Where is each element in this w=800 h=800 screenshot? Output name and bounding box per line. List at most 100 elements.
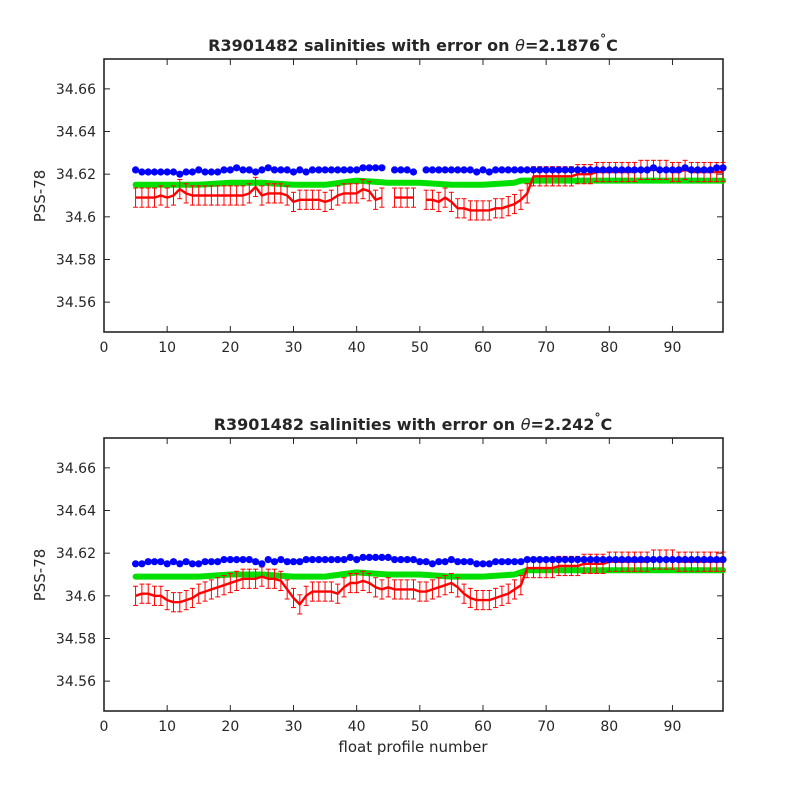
- data-point-blue: [258, 166, 266, 174]
- data-point-blue: [188, 168, 196, 176]
- data-point-blue: [302, 168, 310, 176]
- data-point-blue: [593, 556, 601, 564]
- data-point-blue: [308, 556, 316, 564]
- data-point-blue: [637, 166, 645, 174]
- data-point-blue: [365, 164, 373, 172]
- data-point-blue: [150, 558, 159, 566]
- data-point-blue: [504, 558, 512, 566]
- data-point-blue: [649, 164, 658, 172]
- x-tick-label: 20: [221, 340, 239, 356]
- data-point-blue: [220, 166, 228, 174]
- data-point-blue: [466, 558, 474, 566]
- data-point-blue: [245, 556, 253, 564]
- data-point-blue: [283, 166, 291, 174]
- x-tick-label: 0: [100, 340, 109, 356]
- data-point-blue: [492, 166, 500, 174]
- data-point-blue: [542, 166, 550, 174]
- data-point-blue: [132, 560, 140, 568]
- data-point-blue: [226, 556, 234, 564]
- data-point-blue: [668, 166, 677, 174]
- y-tick-label: 34.62: [56, 546, 96, 562]
- data-point-blue: [593, 166, 601, 174]
- data-point-blue: [384, 553, 392, 562]
- y-tick-label: 34.6: [65, 210, 96, 226]
- data-point-blue: [555, 556, 563, 564]
- data-point-blue: [668, 556, 677, 564]
- x-tick-label: 20: [221, 719, 239, 735]
- chart-bottom-title: R3901482 salinities with error on θ=2.24…: [214, 411, 613, 434]
- data-point-blue: [150, 168, 159, 176]
- data-point-blue: [315, 556, 323, 564]
- data-point-blue: [340, 166, 348, 174]
- data-point-blue: [631, 166, 639, 174]
- data-point-blue: [378, 164, 386, 172]
- series-line-red: [135, 185, 383, 204]
- data-point-blue: [561, 166, 569, 174]
- data-point-blue: [706, 556, 715, 564]
- data-point-blue: [675, 556, 683, 564]
- data-point-blue: [529, 556, 538, 564]
- data-point-blue: [441, 166, 449, 174]
- x-tick-label: 30: [285, 340, 303, 356]
- x-tick-label: 40: [348, 340, 366, 356]
- data-point-blue: [321, 166, 329, 174]
- data-point-blue: [447, 166, 455, 174]
- x-tick-label: 40: [348, 719, 366, 735]
- x-tick-label: 30: [285, 719, 303, 735]
- x-tick-label: 60: [474, 340, 492, 356]
- data-point-blue: [359, 553, 367, 562]
- data-point-blue: [239, 166, 247, 174]
- x-tick-label: 90: [664, 719, 682, 735]
- data-point-blue: [176, 560, 184, 568]
- data-point-blue: [504, 166, 512, 174]
- data-point-blue: [195, 166, 203, 174]
- data-point-blue: [422, 558, 430, 566]
- data-point-blue: [188, 560, 196, 568]
- data-point-blue: [169, 558, 178, 566]
- data-point-blue: [473, 560, 481, 568]
- data-point-blue: [643, 166, 651, 174]
- series-line-green: [132, 567, 726, 580]
- data-point-blue: [536, 166, 544, 174]
- data-point-blue: [359, 164, 367, 172]
- data-point-blue: [466, 166, 474, 174]
- data-point-blue: [428, 560, 436, 568]
- data-point-blue: [485, 560, 493, 568]
- data-point-blue: [492, 558, 500, 566]
- data-point-blue: [264, 556, 272, 564]
- x-tick-label: 70: [537, 340, 555, 356]
- data-point-blue: [428, 166, 436, 174]
- data-point-blue: [296, 558, 304, 566]
- data-point-blue: [138, 560, 146, 568]
- data-point-blue: [270, 558, 279, 566]
- chart-bottom-ylabel: PSS-78: [31, 549, 49, 602]
- data-point-blue: [548, 166, 557, 174]
- data-point-blue: [327, 556, 335, 564]
- data-point-blue: [132, 166, 140, 174]
- y-tick-label: 34.66: [56, 461, 96, 477]
- data-point-blue: [548, 556, 557, 564]
- y-tick-label: 34.62: [56, 167, 96, 183]
- data-point-blue: [529, 166, 538, 174]
- data-point-blue: [555, 166, 563, 174]
- data-point-blue: [719, 164, 727, 172]
- data-point-blue: [586, 166, 595, 174]
- data-point-blue: [479, 560, 487, 568]
- data-point-blue: [454, 558, 462, 566]
- x-tick-label: 50: [411, 340, 429, 356]
- y-tick-label: 34.58: [56, 631, 96, 647]
- data-point-blue: [713, 556, 721, 564]
- data-point-blue: [567, 166, 576, 174]
- data-point-blue: [163, 560, 171, 568]
- data-point-blue: [662, 166, 670, 174]
- data-point-blue: [706, 166, 715, 174]
- chart-top: R3901482 salinities with error on θ=2.18…: [31, 32, 727, 356]
- data-point-blue: [245, 166, 253, 174]
- data-point-blue: [567, 556, 576, 564]
- data-point-blue: [289, 558, 298, 566]
- chart-top-plot: 0 10 20 30 40 50 60 70 80 90 34.56 34.58 34.6 34.62 34…: [56, 58, 727, 356]
- y-tick-label: 34.64: [56, 504, 96, 520]
- y-tick-label: 34.56: [56, 674, 96, 690]
- y-tick-label: 34.56: [56, 295, 96, 311]
- data-point-blue: [334, 556, 342, 564]
